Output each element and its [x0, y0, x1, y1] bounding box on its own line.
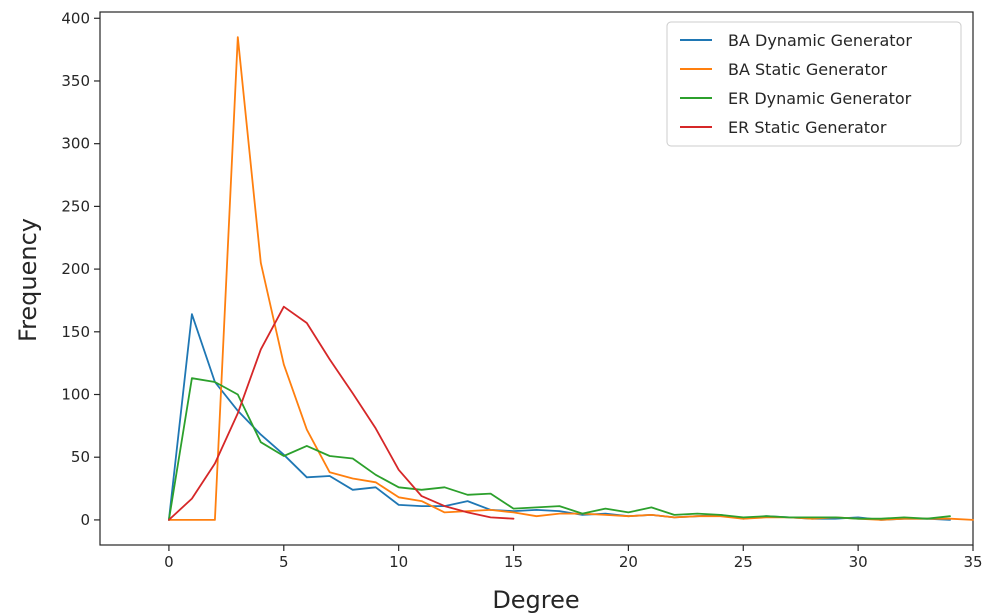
x-axis-title: Degree — [492, 586, 579, 614]
x-tick-label: 15 — [504, 553, 523, 571]
y-axis: 0 50 100 150 200 250 300 350 400 — [61, 9, 100, 529]
x-tick-label: 0 — [164, 553, 174, 571]
legend-label: ER Static Generator — [728, 118, 887, 137]
legend: BA Dynamic Generator BA Static Generator E… — [666, 21, 962, 147]
y-tick-label: 400 — [61, 9, 90, 27]
x-tick-label: 30 — [849, 553, 868, 571]
y-tick-label: 0 — [80, 511, 90, 529]
legend-box — [666, 21, 962, 147]
y-tick-label: 50 — [71, 448, 90, 466]
legend-label: BA Static Generator — [728, 60, 888, 79]
x-tick-label: 35 — [963, 553, 982, 571]
series-line-er-dynamic-generator — [167, 377, 951, 521]
x-tick-label: 5 — [279, 553, 289, 571]
legend-label: ER Dynamic Generator — [728, 89, 912, 108]
y-tick-label: 150 — [61, 323, 90, 341]
series-line-er-static-generator — [167, 305, 515, 521]
legend-label: BA Dynamic Generator — [728, 31, 912, 50]
y-tick-label: 200 — [61, 260, 90, 278]
x-tick-label: 10 — [389, 553, 408, 571]
x-axis: 0 5 10 15 20 25 30 35 — [164, 545, 983, 571]
y-tick-label: 100 — [61, 386, 90, 404]
y-tick-label: 350 — [61, 72, 90, 90]
y-tick-label: 250 — [61, 197, 90, 215]
y-axis-title: Frequency — [14, 218, 42, 342]
x-tick-label: 20 — [619, 553, 638, 571]
y-tick-label: 300 — [61, 135, 90, 153]
x-tick-label: 25 — [734, 553, 753, 571]
series-lines — [167, 36, 974, 521]
